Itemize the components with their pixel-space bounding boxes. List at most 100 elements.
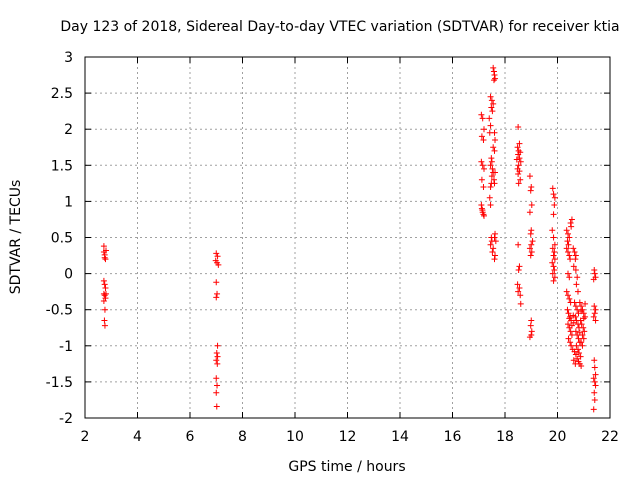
data-point (479, 162, 486, 169)
data-point (517, 158, 524, 165)
data-point (478, 111, 485, 118)
data-point (564, 306, 571, 313)
data-point (550, 277, 557, 284)
data-point (515, 124, 522, 131)
grid-lines (85, 57, 610, 418)
data-point (490, 100, 497, 107)
data-markers (100, 64, 599, 413)
data-point (578, 303, 585, 310)
y-tick-label: 2.5 (51, 86, 73, 102)
y-axis-tick-labels: 3 2.5 2 1.5 1 0.5 0 -0.5 -1 -1.5 -2 (46, 50, 73, 427)
data-point (491, 72, 498, 79)
y-tick-label: 0 (64, 267, 73, 283)
data-point (214, 253, 221, 260)
data-point (526, 334, 533, 341)
y-tick-label: -2 (59, 411, 73, 427)
data-point (102, 285, 109, 292)
data-point (527, 322, 534, 329)
data-point (528, 227, 535, 234)
data-point (529, 238, 536, 245)
data-point (592, 306, 599, 313)
data-point (515, 288, 522, 295)
data-point (214, 382, 221, 389)
data-point (490, 245, 497, 252)
data-point (527, 230, 534, 237)
data-point (565, 241, 572, 248)
data-point (491, 180, 498, 187)
data-point (491, 256, 498, 263)
data-point (570, 357, 577, 364)
data-point (550, 211, 557, 218)
data-point (590, 276, 597, 283)
data-point (492, 169, 499, 176)
data-point (570, 263, 577, 270)
y-tick-label: 0.5 (51, 231, 73, 247)
data-point (213, 357, 220, 364)
data-point (528, 241, 535, 248)
data-point (100, 277, 107, 284)
data-point (591, 378, 598, 385)
data-point (591, 357, 598, 364)
data-point (565, 335, 572, 342)
data-point (213, 250, 220, 257)
data-point (572, 313, 579, 320)
data-point (578, 308, 585, 315)
data-point (526, 245, 533, 252)
data-point (215, 261, 222, 268)
data-point (563, 288, 570, 295)
data-point (565, 310, 572, 317)
data-point (572, 360, 579, 367)
data-point (572, 266, 579, 273)
data-point (528, 202, 535, 209)
data-point (489, 108, 496, 115)
data-point (565, 248, 571, 255)
data-point (551, 274, 558, 281)
data-point (568, 331, 575, 338)
data-point (486, 194, 493, 201)
data-point (591, 396, 598, 403)
data-point (478, 133, 485, 140)
axis-ticks (84, 56, 611, 419)
data-point (566, 234, 573, 241)
data-point (516, 140, 523, 147)
data-point (490, 176, 497, 183)
data-point (516, 155, 523, 162)
data-point (517, 176, 524, 183)
data-point (487, 241, 494, 248)
data-point (213, 350, 220, 357)
data-point (551, 266, 558, 273)
data-point (567, 256, 574, 263)
data-point (565, 230, 571, 237)
data-point (480, 211, 487, 218)
data-point (582, 313, 589, 320)
data-point (491, 147, 498, 154)
data-point (487, 93, 494, 100)
data-point (492, 238, 499, 245)
data-point (481, 165, 487, 172)
data-point (577, 353, 584, 360)
data-point (102, 256, 109, 263)
data-point (491, 129, 498, 136)
data-point (580, 315, 587, 322)
data-point (582, 300, 589, 307)
data-point (566, 274, 573, 281)
data-point (571, 299, 578, 306)
data-point (214, 360, 221, 367)
data-point (550, 252, 557, 259)
data-point (213, 375, 220, 382)
data-point (479, 115, 486, 122)
data-point (591, 270, 598, 277)
data-point (489, 248, 496, 255)
data-point (572, 256, 579, 263)
data-point (572, 328, 579, 335)
data-point (580, 324, 587, 331)
y-tick-label: 1.5 (51, 158, 73, 174)
data-point (101, 281, 108, 288)
data-point (527, 187, 534, 194)
data-point (490, 77, 497, 84)
data-point (514, 144, 521, 151)
data-point (213, 403, 220, 410)
data-point (488, 155, 495, 162)
data-point (526, 173, 533, 180)
data-point (567, 313, 574, 320)
